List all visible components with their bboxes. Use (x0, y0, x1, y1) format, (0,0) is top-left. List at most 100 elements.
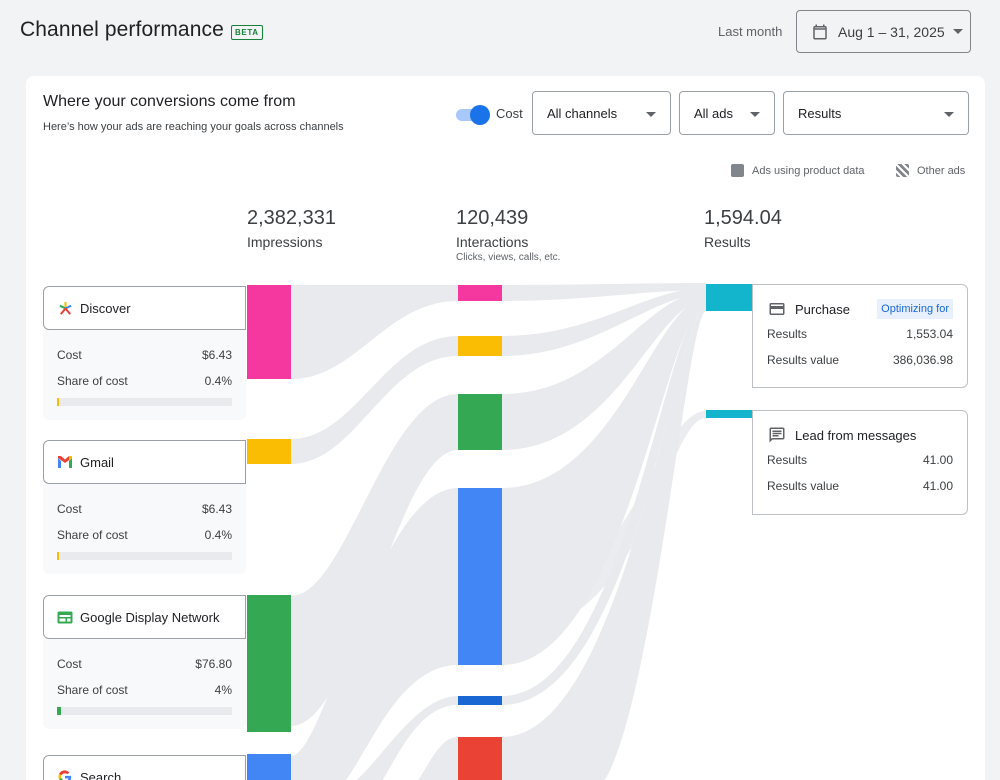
legend-label: Ads using product data (752, 164, 865, 177)
ads-select[interactable]: All ads (679, 91, 775, 135)
metric-results: 1,594.04 Results (704, 207, 782, 250)
sankey-diagram (247, 283, 752, 780)
display-network-icon (57, 609, 73, 625)
share-label: Share of cost (57, 374, 128, 388)
metric-value: 120,439 (456, 207, 529, 229)
node-int-display (458, 394, 502, 450)
channel-card-discover: Discover Cost $6.43 Share of cost 0.4% (43, 286, 246, 420)
conversion-name: Purchase (795, 301, 850, 317)
share-bar (57, 707, 232, 715)
channel-header[interactable]: Gmail (43, 440, 246, 484)
conversion-card-lead[interactable]: Lead from messages Results 41.00 Results … (752, 410, 968, 515)
results-value: 1,553.04 (906, 327, 953, 341)
metric-select[interactable]: Results (783, 91, 969, 135)
node-int-search-2 (458, 696, 502, 705)
chevron-down-icon (646, 112, 656, 117)
chevron-down-icon (750, 112, 760, 117)
google-search-icon (57, 769, 73, 780)
node-int-gmail (458, 336, 502, 356)
beta-badge: BETA (231, 25, 263, 40)
cost-value: $76.80 (195, 657, 232, 671)
node-discover (247, 285, 291, 379)
channels-select-value: All channels (547, 105, 618, 121)
gmail-icon (57, 454, 73, 470)
cost-value: $6.43 (201, 348, 232, 362)
cost-value: $6.43 (201, 502, 232, 516)
message-icon (769, 427, 785, 443)
cost-label: Cost (57, 657, 82, 671)
card-title: Where your conversions come from (43, 93, 296, 110)
date-range-picker[interactable]: Aug 1 – 31, 2025 (796, 10, 971, 53)
node-int-discover (458, 285, 502, 301)
ads-select-value: All ads (694, 105, 734, 121)
channel-header[interactable]: Google Display Network (43, 595, 246, 639)
share-label: Share of cost (57, 528, 128, 542)
results-value-label: Results value (767, 479, 840, 493)
metric-value: 2,382,331 (247, 207, 336, 229)
results-value: 41.00 (922, 453, 953, 467)
channel-header[interactable]: Search (43, 755, 246, 780)
metric-label: Results (704, 234, 751, 250)
node-int-youtube (458, 737, 502, 780)
channel-card-display-network: Google Display Network Cost $76.80 Share … (43, 595, 246, 729)
channel-stats: Cost $76.80 Share of cost 4% (43, 639, 246, 729)
optimizing-badge: Optimizing for (877, 299, 953, 319)
metric-value: 1,594.04 (704, 207, 782, 229)
page-title: Channel performance (20, 18, 224, 41)
cost-toggle[interactable] (456, 105, 490, 125)
calendar-icon (813, 24, 827, 39)
legend-other-ads: Other ads (896, 164, 965, 177)
share-bar (57, 552, 232, 560)
node-search (247, 754, 291, 780)
node-purchase (706, 284, 752, 311)
results-value-label: Results value (767, 353, 840, 367)
credit-card-icon (769, 303, 785, 315)
node-display (247, 595, 291, 732)
metric-select-value: Results (798, 105, 842, 121)
channel-name: Google Display Network (80, 609, 220, 625)
share-bar (57, 398, 232, 406)
channel-card-search: Search (43, 755, 246, 780)
toggle-thumb (470, 105, 490, 125)
channel-card-gmail: Gmail Cost $6.43 Share of cost 0.4% (43, 440, 246, 574)
sankey-flows (291, 283, 706, 780)
channel-stats: Cost $6.43 Share of cost 0.4% (43, 330, 246, 420)
metric-impressions: 2,382,331 Impressions (247, 207, 336, 250)
date-range-label: Last month (718, 24, 783, 39)
results-value-amount: 41.00 (922, 479, 953, 493)
legend-label: Other ads (917, 164, 966, 177)
cost-label: Cost (57, 348, 82, 362)
chevron-down-icon (944, 112, 954, 117)
chevron-down-icon (952, 29, 963, 34)
metric-label: Interactions (456, 234, 529, 250)
share-label: Share of cost (57, 683, 128, 697)
share-value: 0.4% (204, 528, 232, 542)
results-label: Results (767, 453, 808, 467)
share-value: 0.4% (204, 374, 232, 388)
node-lead (706, 410, 752, 418)
channels-select[interactable]: All channels (532, 91, 671, 135)
results-value-amount: 386,036.98 (892, 353, 953, 367)
channel-name: Search (80, 769, 122, 780)
date-range-value: Aug 1 – 31, 2025 (838, 23, 945, 40)
conversion-name: Lead from messages (795, 427, 917, 443)
channel-stats: Cost $6.43 Share of cost 0.4% (43, 484, 246, 574)
solid-swatch-icon (731, 164, 744, 177)
results-label: Results (767, 327, 808, 341)
conversion-card-purchase[interactable]: Purchase Optimizing for Results 1,553.04 … (752, 284, 968, 388)
cost-toggle-label: Cost (496, 106, 523, 121)
channel-name: Discover (80, 300, 131, 316)
legend-product-data: Ads using product data (731, 164, 865, 177)
metric-label: Impressions (247, 234, 323, 250)
cost-label: Cost (57, 502, 82, 516)
channel-header[interactable]: Discover (43, 286, 246, 330)
channel-name: Gmail (80, 454, 114, 470)
conversions-card: Where your conversions come from Here’s … (26, 76, 985, 780)
metric-interactions: 120,439 Interactions Clicks, views, call… (456, 207, 560, 263)
metric-sublabel: Clicks, views, calls, etc. (456, 252, 561, 263)
discover-icon (57, 300, 73, 316)
card-subtitle: Here’s how your ads are reaching your go… (43, 121, 344, 133)
share-value: 4% (214, 683, 232, 697)
node-int-search (458, 488, 502, 665)
node-gmail (247, 439, 291, 464)
